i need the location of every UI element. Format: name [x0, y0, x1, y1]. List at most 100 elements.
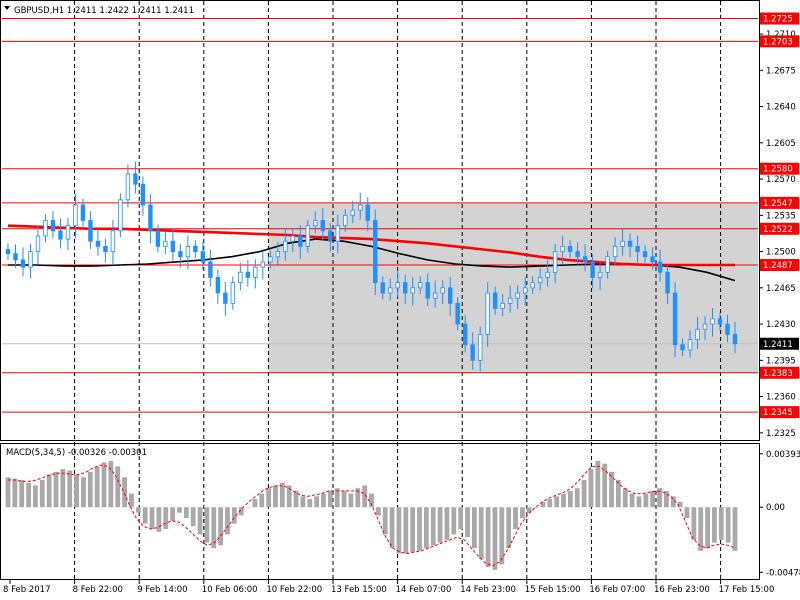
macd-histogram-bar — [286, 485, 292, 508]
macd-histogram-bar — [122, 477, 127, 508]
candle-body — [522, 287, 528, 294]
candle-body — [612, 245, 618, 258]
level-price-tag: 1.2383 — [763, 369, 793, 379]
macd-histogram-bar — [170, 507, 176, 521]
time-tick-label: 16 Feb 07:00 — [589, 585, 645, 595]
macd-histogram-bar — [177, 507, 182, 513]
candle-body — [358, 204, 363, 211]
level-price-tag-bg — [760, 162, 799, 175]
macd-histogram-bar — [574, 488, 580, 508]
level-price-tag: 1.2487 — [763, 261, 793, 271]
candle-body — [545, 271, 550, 278]
level-price-tag: 1.2580 — [763, 165, 793, 175]
level-price-tag-bg — [760, 196, 799, 209]
macd-histogram-bar — [705, 507, 710, 549]
macd-histogram-bar — [53, 471, 59, 508]
macd-histogram-bar — [321, 493, 326, 508]
macd-axis-label: -0.00478 — [766, 568, 800, 578]
moving-averages — [7, 224, 736, 282]
candle-body — [343, 214, 348, 227]
price-tick-label: 1.2570 — [766, 175, 796, 185]
macd-histogram-bar — [46, 474, 52, 508]
macd-histogram-bar — [33, 485, 38, 508]
macd-histogram-bar — [478, 507, 484, 559]
candle-body — [425, 282, 430, 299]
macd-histogram-bar — [273, 485, 278, 508]
macd-histogram-bar — [561, 493, 566, 508]
candle-body — [627, 240, 633, 247]
candle-body — [500, 302, 505, 309]
macd-histogram-bar — [664, 490, 669, 508]
level-price-tag: 1.2703 — [763, 37, 793, 47]
candle-body — [672, 292, 678, 346]
candle-body — [455, 302, 460, 325]
candle-body — [695, 328, 700, 341]
candle-body — [552, 251, 558, 273]
macd-histogram-bar — [684, 507, 690, 519]
macd-histogram-bar — [609, 471, 614, 508]
time-tick-label: 10 Feb 22:00 — [266, 585, 322, 595]
macd-histogram-bar — [60, 469, 66, 508]
macd-histogram-bar — [458, 507, 464, 530]
candle-body — [492, 292, 498, 309]
candle-body — [170, 240, 176, 252]
candle-body — [328, 230, 333, 242]
macd-histogram-bar — [19, 480, 25, 508]
time-tick-label: 14 Feb 07:00 — [396, 585, 452, 595]
macd-histogram-bar — [26, 482, 31, 508]
candle-body — [65, 225, 71, 240]
candle-body — [732, 334, 738, 345]
macd-histogram-bar — [643, 493, 649, 508]
macd-histogram-bar — [698, 507, 704, 551]
price-tick-label: 1.2325 — [766, 429, 796, 439]
candle-body — [657, 261, 663, 273]
candle-body — [537, 277, 543, 284]
macd-histogram-bar — [629, 493, 635, 508]
candle-body — [200, 251, 206, 263]
candle-body — [275, 251, 281, 258]
time-tick-label: 13 Feb 15:00 — [331, 585, 387, 595]
macd-histogram-bar — [506, 507, 512, 549]
macd-histogram-bar — [691, 507, 697, 540]
macd-histogram-bar — [554, 496, 560, 508]
macd-histogram-bar — [327, 490, 333, 508]
candle-body — [605, 256, 610, 273]
macd-histogram-bar — [677, 501, 683, 508]
candle-body — [148, 204, 153, 232]
macd-histogram-bar — [12, 478, 18, 508]
candle-body — [298, 235, 303, 247]
candle-body — [410, 287, 415, 294]
macd-histogram-bar — [348, 493, 354, 508]
symbol-header[interactable]: GBPUSD,H1 1.2411 1.2422 1.2411 1.2411 — [4, 6, 194, 16]
candle-body — [58, 230, 63, 240]
candle-body — [440, 287, 445, 294]
price-tick-label: 1.2605 — [766, 139, 796, 149]
level-price-tag-bg — [760, 366, 799, 379]
macd-histogram-bar — [314, 496, 320, 508]
macd-histogram-bar — [355, 488, 361, 508]
macd-histogram-bar — [183, 507, 189, 519]
macd-histogram-bar — [293, 490, 299, 508]
macd-histogram-bar — [225, 507, 230, 535]
price-tick-label: 1.2500 — [766, 248, 796, 258]
candle-body — [642, 251, 648, 258]
macd-histogram-bar — [499, 507, 505, 565]
candle-body — [575, 251, 580, 258]
macd-histogram-bar — [437, 507, 443, 543]
candle-body — [433, 292, 438, 299]
level-price-tag-bg — [760, 12, 799, 25]
macd-histogram-bar — [650, 490, 656, 508]
candle-body — [590, 261, 595, 278]
macd-histogram-bar — [492, 507, 498, 570]
level-price-tag-bg — [760, 35, 799, 48]
price-tick-label: 1.2675 — [766, 66, 796, 76]
candle-body — [485, 292, 490, 335]
time-tick-label: 10 Feb 06:00 — [202, 585, 258, 595]
candle-body — [155, 230, 161, 247]
time-tick-label: 8 Feb 22:00 — [73, 585, 123, 595]
macd-histogram-bar — [657, 488, 662, 508]
dropdown-triangle-icon[interactable] — [4, 6, 10, 10]
candle-body — [567, 245, 573, 252]
macd-histogram-bar — [115, 466, 121, 508]
